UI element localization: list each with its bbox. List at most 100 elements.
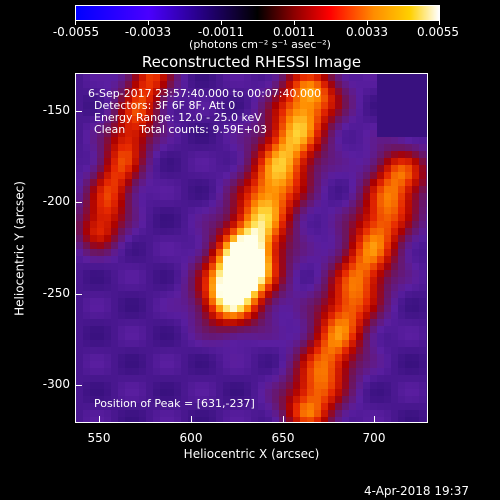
image-pixel [265,361,272,368]
image-pixel [258,172,265,179]
image-pixel [83,88,90,95]
image-pixel [202,389,209,396]
image-pixel [76,410,83,417]
image-pixel [286,207,293,214]
image-pixel [307,368,314,375]
image-pixel [251,144,258,151]
image-pixel [153,277,160,284]
image-pixel [412,130,419,137]
image-pixel [181,263,188,270]
image-pixel [265,172,272,179]
image-pixel [167,263,174,270]
image-pixel [195,361,202,368]
image-pixel [97,410,104,417]
image-pixel [153,249,160,256]
image-pixel [188,305,195,312]
image-pixel [139,333,146,340]
image-pixel [426,270,427,277]
image-pixel [314,368,321,375]
image-pixel [125,88,132,95]
image-pixel [216,298,223,305]
image-pixel [76,396,83,403]
image-pixel [272,389,279,396]
image-pixel [377,235,384,242]
image-pixel [153,116,160,123]
image-pixel [132,389,139,396]
image-pixel [391,270,398,277]
image-pixel [251,403,258,410]
image-pixel [426,235,427,242]
image-pixel [83,277,90,284]
image-pixel [377,179,384,186]
image-pixel [111,158,118,165]
image-pixel [279,340,286,347]
image-pixel [384,151,391,158]
image-pixel [146,403,153,410]
image-pixel [202,207,209,214]
image-pixel [111,410,118,417]
image-pixel [328,298,335,305]
image-pixel [125,144,132,151]
image-pixel [104,312,111,319]
image-pixel [83,375,90,382]
image-pixel [97,256,104,263]
image-pixel [181,333,188,340]
image-pixel [405,298,412,305]
image-pixel [223,347,230,354]
image-pixel [167,312,174,319]
image-pixel [349,368,356,375]
image-pixel [272,410,279,417]
image-pixel [76,333,83,340]
image-pixel [419,228,426,235]
image-pixel [405,354,412,361]
image-pixel [167,347,174,354]
image-pixel [328,410,335,417]
image-pixel [237,298,244,305]
image-pixel [76,340,83,347]
image-pixel [237,214,244,221]
image-pixel [314,81,321,88]
image-pixel [230,158,237,165]
image-pixel [363,375,370,382]
image-pixel [349,158,356,165]
image-pixel [167,123,174,130]
image-pixel [363,263,370,270]
image-pixel [181,242,188,249]
image-pixel [230,151,237,158]
image-pixel [258,74,265,81]
image-pixel [398,291,405,298]
image-pixel [258,389,265,396]
image-pixel [132,207,139,214]
image-pixel [335,165,342,172]
image-pixel [328,242,335,249]
image-pixel [181,165,188,172]
image-pixel [363,347,370,354]
image-pixel [258,200,265,207]
image-pixel [265,326,272,333]
image-pixel [209,361,216,368]
image-pixel [118,151,125,158]
image-pixel [132,200,139,207]
image-pixel [384,207,391,214]
image-pixel [146,200,153,207]
image-pixel [391,298,398,305]
image-pixel [370,193,377,200]
image-pixel [419,326,426,333]
image-pixel [300,256,307,263]
image-pixel [195,403,202,410]
image-pixel [279,396,286,403]
image-pixel [272,249,279,256]
image-pixel [335,95,342,102]
image-pixel [160,207,167,214]
image-pixel [244,305,251,312]
image-pixel [139,242,146,249]
image-pixel [104,186,111,193]
image-pixel [258,221,265,228]
image-pixel [188,235,195,242]
image-pixel [223,228,230,235]
image-pixel [293,158,300,165]
image-pixel [335,396,342,403]
image-pixel [286,109,293,116]
image-pixel [307,305,314,312]
image-pixel [174,291,181,298]
